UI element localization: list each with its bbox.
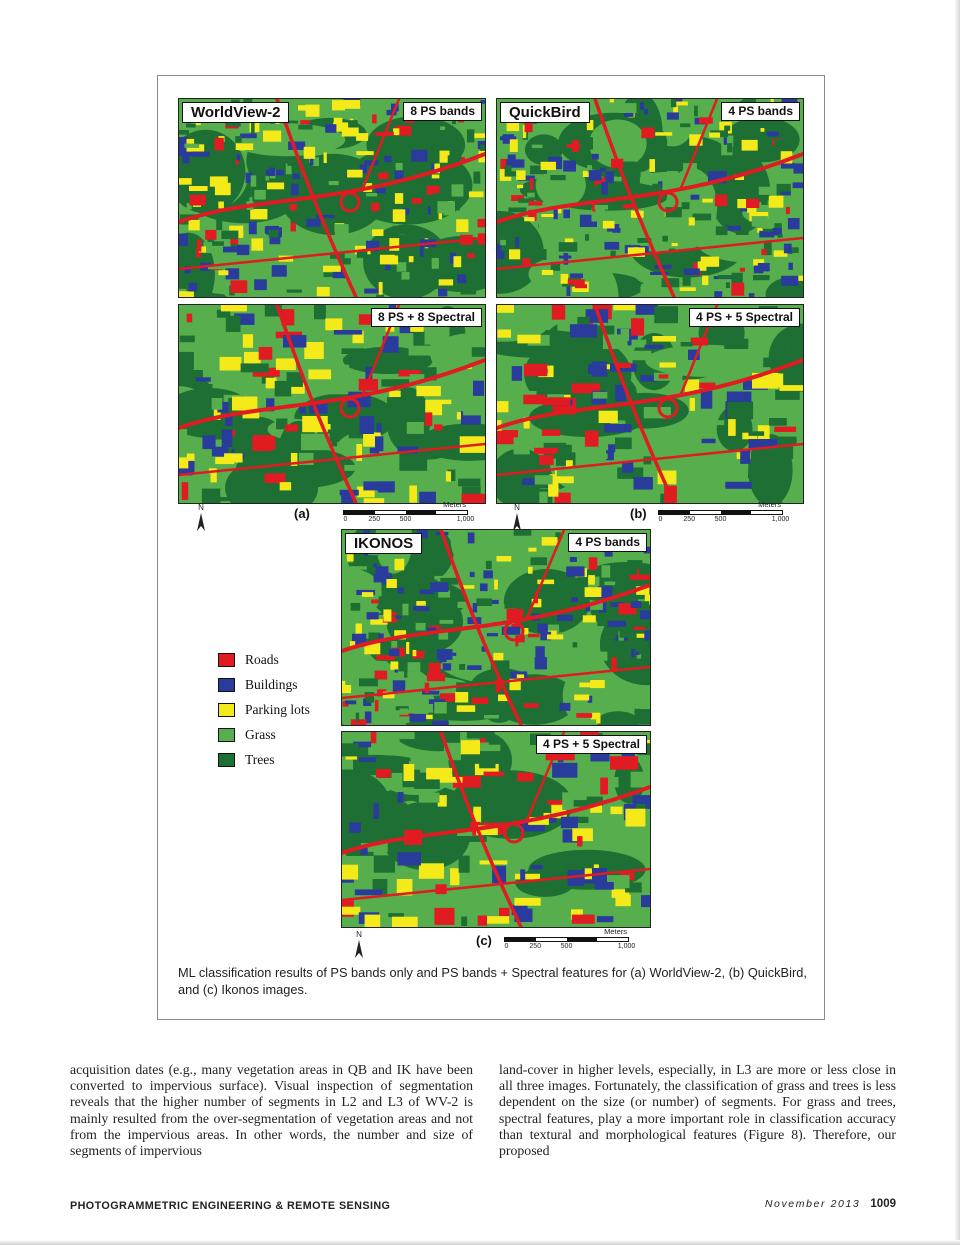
north-arrow-icon (513, 512, 521, 531)
band-label-4ps-5spectral: 4 PS + 5 Spectral (535, 735, 647, 754)
band-label-4ps-5spectral: 4 PS + 5 Spectral (688, 308, 800, 327)
page-number: 1009 (870, 1198, 896, 1210)
legend: Roads Buildings Parking lots Grass Trees (218, 652, 310, 777)
scan-edge-right (954, 0, 960, 1245)
figure-sublabel-b: (b) (630, 506, 647, 521)
tick-500: 500 (399, 515, 412, 523)
sensor-label-ikonos: IKONOS (345, 533, 423, 555)
map-panel-worldview2-ps-spectral: 8 PS + 8 Spectral (178, 304, 486, 504)
legend-label-grass: Grass (245, 727, 276, 742)
legend-swatch-grass (218, 728, 235, 742)
body-column-left: acquisition dates (e.g., many vegetation… (70, 1062, 473, 1159)
north-arrow-icon (355, 939, 363, 958)
scale-bar-graphic (658, 509, 783, 515)
band-label-8ps: 8 PS bands (403, 102, 482, 121)
north-arrow-a: N (194, 503, 208, 533)
tick-0: 0 (658, 515, 663, 523)
map-panel-quickbird-ps-spectral: 4 PS + 5 Spectral (496, 304, 804, 504)
tick-250: 250 (529, 942, 542, 950)
scale-bar-ticks: 0 250 500 1,000 (504, 942, 636, 952)
issue-date: November 2013 (764, 1198, 861, 1210)
legend-item-grass: Grass (218, 727, 310, 743)
tick-250: 250 (368, 515, 381, 523)
sensor-label-worldview2: WorldView-2 (182, 102, 290, 124)
scale-bar-unit: Meters (443, 500, 466, 509)
figure-box: WorldView-2 8 PS bands QuickBird 4 PS ba… (157, 75, 825, 1020)
classification-map-quickbird-ps (497, 99, 803, 297)
tick-1000: 1,000 (771, 515, 790, 523)
body-column-right: land-cover in higher levels, especially,… (499, 1062, 896, 1159)
north-label: N (198, 503, 204, 512)
legend-label-trees: Trees (245, 752, 275, 767)
map-panel-ikonos-ps-bands: IKONOS 4 PS bands (341, 529, 651, 726)
north-label: N (356, 930, 362, 939)
legend-swatch-buildings (218, 678, 235, 692)
north-arrow-c: N (352, 930, 366, 960)
footer-issue-page: November 2013 1009 (765, 1198, 896, 1210)
figure-sublabel-a: (a) (294, 506, 310, 521)
legend-item-roads: Roads (218, 652, 310, 668)
tick-500: 500 (560, 942, 573, 950)
band-label-4ps: 4 PS bands (568, 533, 647, 552)
map-panel-ikonos-ps-spectral: 4 PS + 5 Spectral (341, 731, 651, 928)
sensor-label-quickbird: QuickBird (500, 102, 590, 124)
legend-item-buildings: Buildings (218, 677, 310, 693)
scale-bar-unit: Meters (758, 500, 781, 509)
scale-bar-ticks: 0 250 500 1,000 (658, 515, 790, 525)
scale-bar-b: Meters 0 250 500 1,000 (658, 500, 790, 525)
legend-label-roads: Roads (245, 652, 279, 667)
north-arrow-icon (197, 512, 205, 531)
scale-bar-a: Meters 0 250 500 1,000 (343, 500, 475, 525)
classification-map-ikonos-spectral (342, 732, 650, 927)
legend-swatch-parking-lots (218, 703, 235, 717)
band-label-8ps-8spectral: 8 PS + 8 Spectral (370, 308, 482, 327)
page-footer: PHOTOGRAMMETRIC ENGINEERING & REMOTE SEN… (0, 1198, 960, 1218)
tick-500: 500 (714, 515, 727, 523)
legend-item-parking-lots: Parking lots (218, 702, 310, 718)
scale-bar-graphic (343, 509, 468, 515)
map-panel-worldview2-ps-bands: WorldView-2 8 PS bands (178, 98, 486, 298)
scale-bar-ticks: 0 250 500 1,000 (343, 515, 475, 525)
legend-swatch-roads (218, 653, 235, 667)
legend-item-trees: Trees (218, 752, 310, 768)
tick-0: 0 (343, 515, 348, 523)
legend-label-buildings: Buildings (245, 677, 298, 692)
scan-edge-bottom (0, 1240, 960, 1245)
figure-caption: ML classification results of PS bands on… (178, 965, 807, 998)
band-label-4ps: 4 PS bands (721, 102, 800, 121)
classification-map-worldview2-ps (179, 99, 485, 297)
legend-swatch-trees (218, 753, 235, 767)
tick-250: 250 (683, 515, 696, 523)
tick-0: 0 (504, 942, 509, 950)
legend-label-parking-lots: Parking lots (245, 702, 310, 717)
scale-bar-graphic (504, 936, 629, 942)
map-panel-quickbird-ps-bands: QuickBird 4 PS bands (496, 98, 804, 298)
tick-1000: 1,000 (617, 942, 636, 950)
classification-map-quickbird-spectral (497, 305, 803, 503)
classification-map-ikonos-ps (342, 530, 650, 725)
tick-1000: 1,000 (456, 515, 475, 523)
journal-name: PHOTOGRAMMETRIC ENGINEERING & REMOTE SEN… (70, 1200, 391, 1212)
north-label: N (514, 503, 520, 512)
north-arrow-b: N (510, 503, 524, 533)
figure-sublabel-c: (c) (476, 933, 492, 948)
scale-bar-unit: Meters (604, 927, 627, 936)
classification-map-worldview2-spectral (179, 305, 485, 503)
scale-bar-c: Meters 0 250 500 1,000 (504, 927, 636, 952)
